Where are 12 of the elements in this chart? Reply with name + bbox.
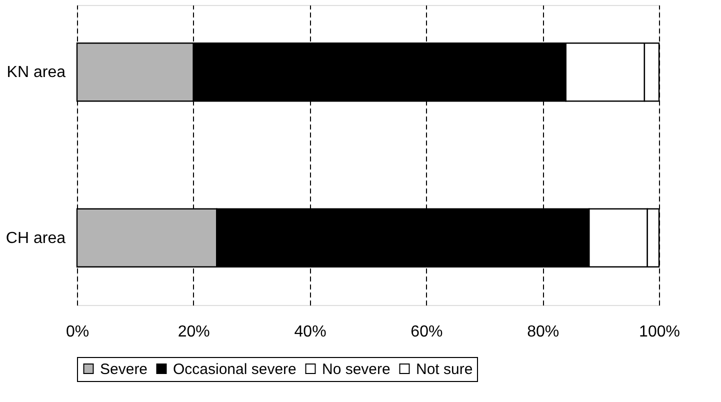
y-tick-label: KN area <box>6 64 66 82</box>
legend-label: No severe <box>322 360 390 378</box>
legend-label: Occasional severe <box>173 360 296 378</box>
x-tick-label: 60% <box>410 324 443 340</box>
x-tick-label: 0% <box>66 324 90 340</box>
y-tick-label: CH area <box>6 230 66 247</box>
x-tick-label: 100% <box>639 324 680 340</box>
legend-label: Not sure <box>416 360 473 378</box>
x-tick-label: 20% <box>178 324 210 340</box>
x-tick-label: 80% <box>527 324 560 340</box>
legend-label: Severe <box>100 360 148 378</box>
x-tick-label: 40% <box>294 324 326 340</box>
